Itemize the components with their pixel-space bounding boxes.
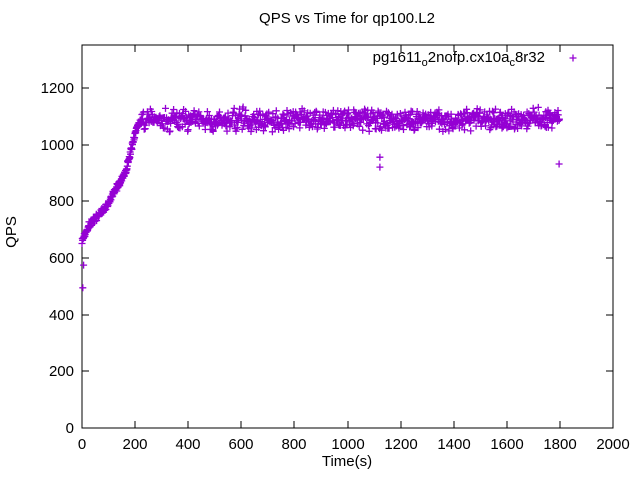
y-tick-label: 600 — [49, 250, 74, 267]
x-tick-label: 200 — [122, 436, 147, 453]
y-tick-label: 1000 — [41, 137, 74, 154]
data-series-points — [78, 103, 563, 292]
legend-label: pg1611o2nofp.cx10ac8r32 — [373, 49, 545, 69]
y-tick-label: 0 — [66, 420, 74, 437]
x-tick-label: 2000 — [596, 436, 629, 453]
x-axis-label: Time(s) — [322, 453, 372, 470]
y-tick-label: 1200 — [41, 80, 74, 97]
y-tick-label: 800 — [49, 193, 74, 210]
x-tick-label: 1200 — [384, 436, 417, 453]
axes: 0 200 400 600 800 1000 1200 1400 1600 1800 2000 0 20… — [41, 44, 630, 453]
x-tick-label: 1000 — [331, 436, 364, 453]
x-tick-label: 1400 — [437, 436, 470, 453]
x-tick-label: 600 — [228, 436, 253, 453]
legend: pg1611o2nofp.cx10ac8r32 — [373, 49, 577, 69]
plot-border — [81, 44, 614, 429]
legend-plus-marker-icon — [569, 54, 577, 62]
y-axis-label: QPS — [3, 216, 20, 248]
x-tick-label: 0 — [78, 436, 86, 453]
x-tick-label: 800 — [281, 436, 306, 453]
y-tick-label: 200 — [49, 363, 74, 380]
x-tick-label: 1800 — [543, 436, 576, 453]
data-series — [78, 103, 563, 292]
y-tick-label: 400 — [49, 307, 74, 324]
chart-title: QPS vs Time for qp100.L2 — [259, 10, 435, 27]
x-tick-label: 1600 — [490, 436, 523, 453]
x-tick-label: 400 — [175, 436, 200, 453]
